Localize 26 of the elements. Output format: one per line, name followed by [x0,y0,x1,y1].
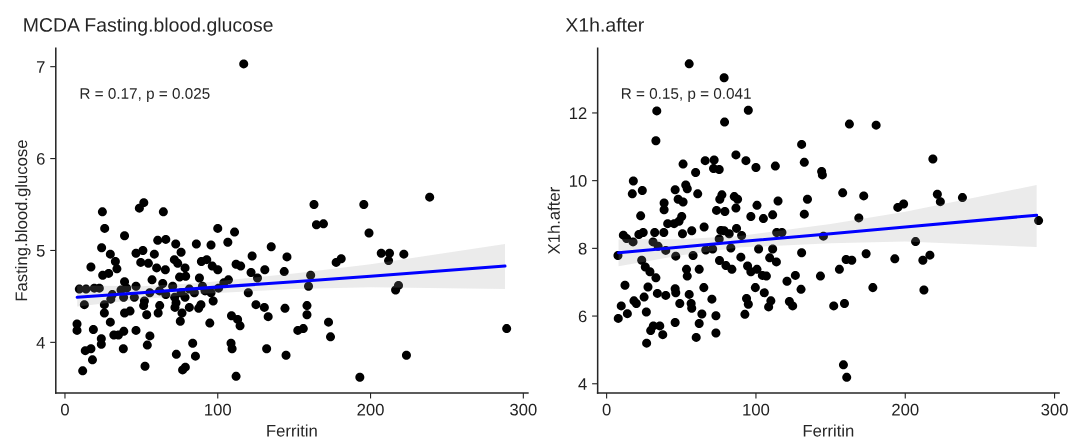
y-tick-label: 4 [36,336,45,349]
x-tick-label: 0 [602,403,611,416]
y-tick-label: 10 [569,175,587,187]
line-series [75,264,507,299]
y-tick-label: 6 [36,152,45,165]
x-tick-label: 100 [205,403,232,416]
x-axis-title: Ferritin [803,424,854,437]
x-tick-label: 300 [1041,403,1068,416]
y-tick-label: 7 [36,61,45,73]
y-tick-label: 4 [578,378,587,390]
annotation: R = 0.15, p = 0.041 [621,88,751,102]
y-tick-label: 8 [578,242,587,255]
y-tick-label: 5 [36,245,45,257]
x-tick-label: 100 [743,403,770,416]
chart-title: X1h.after [565,17,644,32]
y-axis-title: Fasting.blood.glucose [15,140,31,301]
y-tick-label: 12 [569,107,587,119]
y-axis-title: X1h.after [547,187,560,255]
x-tick-label: 300 [510,403,537,416]
x-tick-label: 0 [60,403,69,416]
x-axis-title: Ferritin [267,424,317,437]
y-tick-label: 6 [578,310,587,323]
chart-title: MCDA Fasting.blood.glucose [24,17,273,36]
x-tick-label: 200 [357,403,384,416]
x-tick-label: 200 [892,403,919,416]
annotation: R = 0.17, p = 0.025 [80,88,210,102]
